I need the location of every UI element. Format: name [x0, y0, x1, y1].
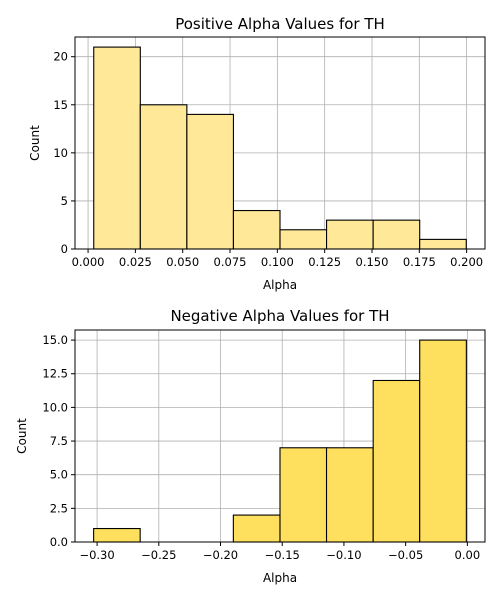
x-tick-label: 0.150 [356, 255, 389, 269]
y-tick-label: 7.5 [50, 434, 68, 448]
histogram-bar [232, 514, 281, 543]
y-tick-label: 5.0 [50, 468, 68, 482]
x-tick-label: −0.05 [388, 548, 423, 562]
y-tick-label: 0 [61, 242, 68, 256]
plot-frame [74, 36, 486, 250]
x-tick-label: 0.00 [455, 548, 481, 562]
plot-frame [74, 329, 486, 543]
x-tick-label: 0.000 [72, 255, 105, 269]
histogram-bar [93, 527, 141, 543]
x-tick-label: −0.30 [79, 548, 114, 562]
bars [93, 46, 467, 250]
histogram-bar [232, 209, 281, 250]
histogram-bar [279, 447, 328, 543]
histogram-bar [93, 46, 141, 250]
y-tick-label: 20 [53, 50, 68, 64]
histogram-bar [139, 104, 188, 250]
x-tick-label: 0.200 [450, 255, 483, 269]
ticks: 0.000 0.025 0.050 0.075 0.100 0.125 0.150 0.175… [53, 50, 483, 269]
x-tick-label: 0.075 [214, 255, 247, 269]
x-tick-label: 0.025 [119, 255, 152, 269]
y-tick-label: 12.5 [42, 367, 68, 381]
x-tick-label: −0.10 [326, 548, 361, 562]
x-axis-label: Alpha [263, 278, 297, 292]
y-axis-label: Count [28, 125, 42, 161]
x-tick-label: −0.15 [265, 548, 300, 562]
chart-title: Negative Alpha Values for TH [170, 307, 389, 325]
histogram-bar [372, 219, 421, 250]
x-tick-label: 0.100 [261, 255, 294, 269]
negative-alpha-histogram: Negative Alpha Values for TH −0.30 −0.25−… [15, 307, 486, 585]
x-tick-label: 0.175 [403, 255, 436, 269]
y-tick-label: 15.0 [42, 333, 68, 347]
x-axis-label: Alpha [263, 571, 297, 585]
y-tick-label: 0.0 [50, 535, 68, 549]
histogram-bar [372, 379, 421, 543]
x-tick-label: 0.050 [166, 255, 199, 269]
histogram-bar [419, 238, 467, 250]
y-tick-label: 10 [53, 146, 68, 160]
x-tick-label: 0.125 [308, 255, 341, 269]
y-tick-label: 10.0 [42, 400, 68, 414]
y-tick-label: 5 [61, 194, 68, 208]
x-tick-label: −0.25 [141, 548, 176, 562]
y-tick-label: 2.5 [50, 501, 68, 515]
histogram-bar [279, 229, 328, 250]
ticks: −0.30 −0.25 −0.20 −0.15 −0.10 −0.05 0.00 0.0 2.5… [42, 333, 480, 562]
y-tick-label: 15 [53, 98, 68, 112]
histogram-bar [326, 219, 374, 250]
chart-title: Positive Alpha Values for TH [175, 15, 385, 33]
x-tick-label: −0.20 [203, 548, 238, 562]
bars [93, 339, 467, 543]
histogram-bar [325, 447, 374, 543]
y-axis-label: Count [15, 418, 29, 454]
positive-alpha-histogram: Positive Alpha Values for TH 0.000 0.025 0… [28, 15, 486, 292]
histogram-bar [186, 113, 234, 250]
histogram-bar [419, 339, 467, 543]
